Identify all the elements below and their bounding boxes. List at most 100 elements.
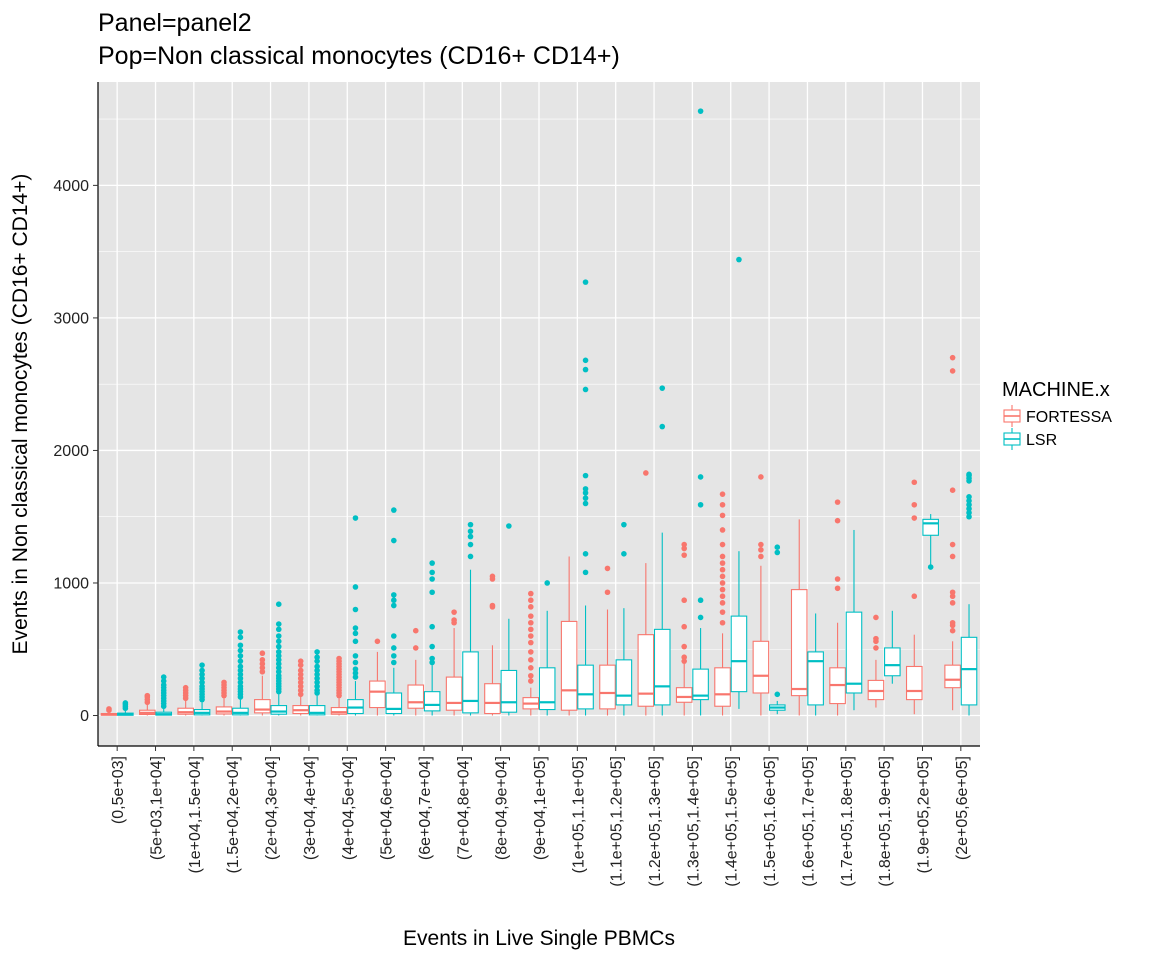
outlier-point <box>259 665 266 671</box>
outlier-point <box>719 560 726 566</box>
series-lsr <box>117 108 978 716</box>
outlier-point <box>429 560 435 566</box>
outlier-point <box>489 573 496 580</box>
outlier-point <box>352 638 359 645</box>
x-axis-ticks: (0,5e+03] (5e+03,1e+04] (1e+04,1.5e+04] (1.… <box>110 746 971 887</box>
box-lsr <box>232 629 249 716</box>
outlier-point <box>911 593 918 600</box>
outlier-point <box>719 586 726 593</box>
box-iqr <box>615 659 633 706</box>
y-tick-label: 4000 <box>53 178 89 195</box>
outlier-point <box>391 659 397 666</box>
outlier-point <box>582 472 589 479</box>
box-fortessa <box>790 519 808 716</box>
outlier-point <box>199 675 205 682</box>
outlier-point <box>681 597 687 604</box>
outlier-point <box>604 565 611 572</box>
outlier-point <box>719 593 726 600</box>
x-tick-label: (5e+03,1e+04] <box>149 756 166 860</box>
x-tick-label: (5e+04,6e+04] <box>379 756 396 860</box>
outlier-point <box>259 661 266 667</box>
outlier-point <box>467 521 474 528</box>
y-tick-label: 0 <box>80 708 89 725</box>
outlier-point <box>659 385 666 391</box>
box-iqr <box>905 665 923 701</box>
outlier-point <box>949 619 956 626</box>
outlier-point <box>429 655 435 662</box>
box-iqr <box>960 636 978 706</box>
outlier-point <box>275 665 282 671</box>
outlier-point <box>237 675 244 682</box>
box-lsr <box>922 514 939 570</box>
box-iqr <box>560 620 578 711</box>
outlier-point <box>582 357 589 364</box>
legend-label: LSR <box>1026 432 1057 449</box>
outlier-point <box>451 617 457 623</box>
box-iqr <box>692 668 709 701</box>
outlier-point <box>911 501 918 508</box>
box-iqr <box>462 651 479 714</box>
box-fortessa <box>637 470 655 716</box>
outlier-point <box>391 602 397 609</box>
outlier-point <box>697 614 704 621</box>
outlier-point <box>182 684 189 691</box>
outlier-point <box>774 691 781 698</box>
chart-title: Panel=panel2 <box>98 9 252 37</box>
box-iqr <box>752 640 770 694</box>
outlier-point <box>237 658 244 664</box>
x-tick-label: (1e+05,1.1e+05] <box>570 756 587 873</box>
box-fortessa <box>100 706 118 716</box>
box-fortessa <box>714 491 731 716</box>
outlier-point <box>275 621 282 627</box>
outlier-point <box>681 623 687 630</box>
legend-item-fortessa: FORTESSA <box>1003 405 1112 427</box>
outlier-point <box>237 663 244 670</box>
outlier-point <box>160 678 167 684</box>
outlier-point <box>949 589 956 596</box>
box-fortessa <box>254 650 271 716</box>
x-tick-label: (1e+04,1.5e+04] <box>187 756 204 873</box>
outlier-point <box>582 366 589 373</box>
outlier-point <box>834 517 841 524</box>
box-lsr <box>193 662 211 716</box>
x-tick-label: (2e+04,3e+04] <box>264 756 281 860</box>
outlier-point <box>966 505 972 512</box>
outlier-point <box>297 658 304 664</box>
box-iqr <box>922 518 939 536</box>
outlier-point <box>873 635 879 642</box>
box-lsr <box>347 515 364 716</box>
outlier-point <box>297 691 304 698</box>
box-fortessa <box>829 499 846 716</box>
box-lsr <box>117 700 134 716</box>
outlier-point <box>719 512 726 519</box>
outlier-point <box>275 657 282 663</box>
outlier-point <box>719 573 726 580</box>
outlier-point <box>199 671 205 678</box>
outlier-point <box>336 655 342 662</box>
x-tick-label: (6e+04,7e+04] <box>417 756 434 860</box>
outlier-point <box>144 692 151 699</box>
outlier-point <box>758 553 764 560</box>
outlier-point <box>528 633 534 639</box>
x-tick-label: (1.9e+05,2e+05] <box>915 756 932 873</box>
outlier-point <box>391 537 397 544</box>
box-fortessa <box>292 658 310 716</box>
x-tick-label: (1.7e+05,1.8e+05] <box>839 756 856 887</box>
outlier-point <box>451 609 457 615</box>
outlier-point <box>582 495 589 501</box>
outlier-point <box>275 638 282 645</box>
outlier-point <box>412 627 419 634</box>
box-lsr <box>577 279 594 716</box>
outlier-point <box>259 650 266 657</box>
outlier-point <box>314 658 320 664</box>
outlier-point <box>528 626 534 633</box>
outlier-point <box>621 551 627 557</box>
box-lsr <box>385 507 403 716</box>
box-iqr <box>385 692 403 715</box>
outlier-point <box>275 601 282 607</box>
outlier-point <box>528 619 534 626</box>
box-fortessa <box>177 684 194 716</box>
x-tick-label: (1.8e+05,1.9e+05] <box>877 756 894 887</box>
box-iqr <box>884 647 901 677</box>
outlier-point <box>719 619 726 626</box>
